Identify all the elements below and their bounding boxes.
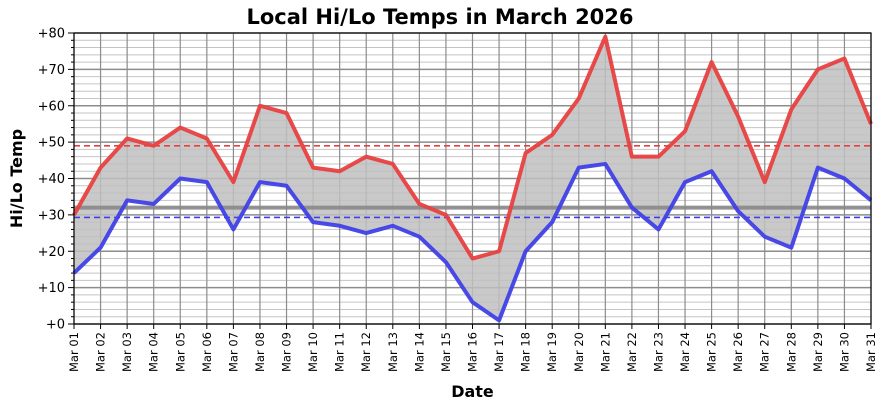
x-tick-label: Mar 07 xyxy=(226,332,240,372)
x-tick-label: Mar 19 xyxy=(545,332,559,372)
x-tick-label: Mar 30 xyxy=(837,332,851,372)
x-tick-label: Mar 26 xyxy=(731,332,745,372)
x-tick-label: Mar 02 xyxy=(94,332,108,372)
x-tick-label: Mar 06 xyxy=(200,332,214,372)
x-tick-label: Mar 23 xyxy=(651,332,665,372)
x-tick-label: Mar 22 xyxy=(625,332,639,372)
x-tick-label: Mar 24 xyxy=(678,332,692,372)
x-tick-label: Mar 18 xyxy=(519,332,533,372)
x-tick-label: Mar 21 xyxy=(598,332,612,372)
x-tick-label: Mar 14 xyxy=(412,332,426,372)
y-tick-label: +60 xyxy=(38,99,65,114)
low-temp-line xyxy=(72,161,873,323)
y-axis-label: Hi/Lo Temp xyxy=(7,129,26,228)
x-tick-label: Mar 20 xyxy=(572,332,586,372)
x-tick-label: Mar 13 xyxy=(386,332,400,372)
high-temp-line xyxy=(72,34,873,261)
x-tick-label: Mar 29 xyxy=(811,332,825,372)
x-tick-label: Mar 17 xyxy=(492,332,506,372)
x-tick-label: Mar 27 xyxy=(758,332,772,372)
y-tick-label: +50 xyxy=(38,136,65,151)
fill-between xyxy=(74,36,871,321)
y-tick-label: +10 xyxy=(38,281,65,296)
series-lines xyxy=(72,34,873,323)
x-tick-label: Mar 01 xyxy=(67,332,81,372)
reference-lines xyxy=(74,144,871,219)
x-tick-label: Mar 04 xyxy=(147,332,161,372)
y-tick-label: +80 xyxy=(38,27,65,42)
x-axis-label: Date xyxy=(451,382,494,400)
x-tick-label: Mar 31 xyxy=(864,332,878,372)
x-tick-label: Mar 08 xyxy=(253,332,267,372)
x-tick-label: Mar 16 xyxy=(466,332,480,372)
x-tick-label: Mar 12 xyxy=(359,332,373,372)
chart-title: Local Hi/Lo Temps in March 2026 xyxy=(246,5,633,29)
x-tick-label: Mar 10 xyxy=(306,332,320,372)
hi-lo-range-fill xyxy=(74,36,871,321)
x-tick-label: Mar 15 xyxy=(439,332,453,372)
x-tick-label: Mar 09 xyxy=(280,332,294,372)
y-ticks: +0 +10 +20 +30 +40 +50 +60 +70 +80 xyxy=(38,27,74,333)
x-tick-label: Mar 11 xyxy=(333,332,347,372)
y-tick-label: +20 xyxy=(38,245,65,260)
x-tick-label: Mar 05 xyxy=(173,332,187,372)
y-tick-label: +70 xyxy=(38,63,65,78)
y-tick-label: +0 xyxy=(46,318,65,333)
y-tick-label: +40 xyxy=(38,172,65,187)
x-tick-label: Mar 28 xyxy=(784,332,798,372)
x-ticks: Mar 01 Mar 02 Mar 03 Mar 04 Mar 05 Mar 06 Mar … xyxy=(67,324,878,372)
y-tick-label: +30 xyxy=(38,208,65,223)
x-tick-label: Mar 25 xyxy=(705,332,719,372)
x-tick-label: Mar 03 xyxy=(120,332,134,372)
